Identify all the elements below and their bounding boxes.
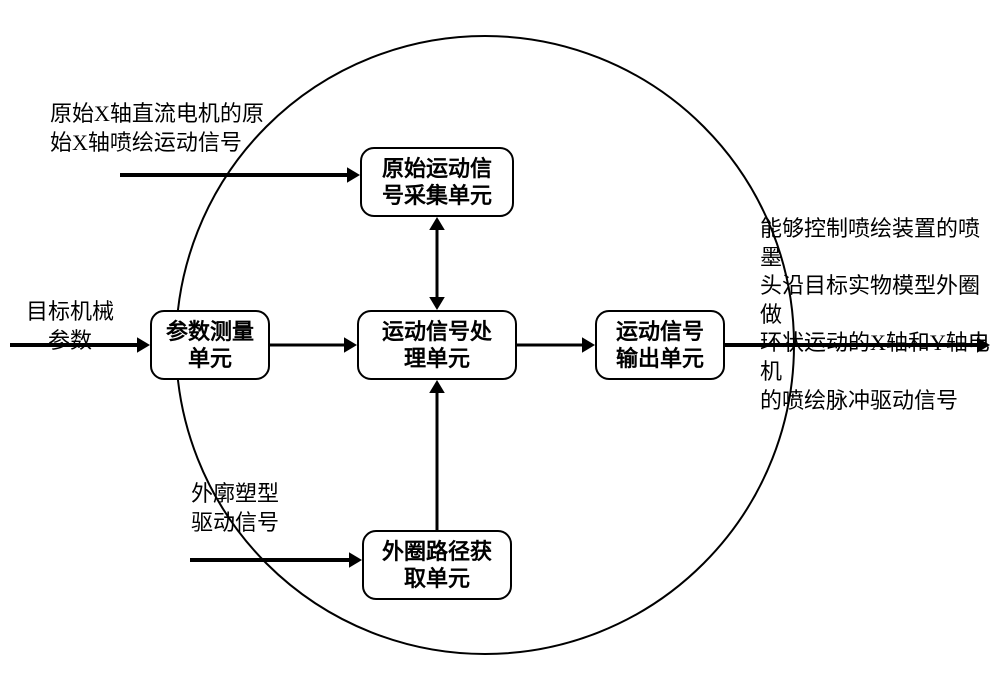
node-label: 外圈路径获 取单元 — [382, 538, 492, 593]
node-label: 原始运动信 号采集单元 — [382, 155, 492, 210]
node-label: 运动信号 输出单元 — [616, 318, 704, 373]
node-signal-process: 运动信号处 理单元 — [357, 310, 517, 380]
label-text: 外廓塑型 驱动信号 — [191, 481, 279, 535]
label-input-mech-params: 目标机械 参数 — [15, 298, 125, 355]
node-label: 运动信号处 理单元 — [382, 318, 492, 373]
label-output-pulse-drive: 能够控制喷绘装置的喷墨 头沿目标实物模型外圈做 环状运动的X轴和Y轴电机 的喷绘… — [760, 215, 990, 415]
label-input-x-signal: 原始X轴直流电机的原 始X轴喷绘运动信号 — [50, 100, 330, 157]
label-input-contour-drive: 外廓塑型 驱动信号 — [175, 480, 295, 537]
label-text: 原始X轴直流电机的原 始X轴喷绘运动信号 — [50, 101, 264, 155]
node-original-signal-collect: 原始运动信 号采集单元 — [360, 147, 514, 217]
node-signal-output: 运动信号 输出单元 — [595, 310, 725, 380]
node-outer-path-acquire: 外圈路径获 取单元 — [362, 530, 512, 600]
node-label: 参数测量 单元 — [166, 318, 254, 373]
label-text: 能够控制喷绘装置的喷墨 头沿目标实物模型外圈做 环状运动的X轴和Y轴电机 的喷绘… — [760, 216, 990, 413]
diagram-canvas: 原始运动信 号采集单元 参数测量 单元 运动信号处 理单元 运动信号 输出单元 … — [0, 0, 1000, 675]
label-text: 目标机械 参数 — [26, 299, 114, 353]
node-param-measure: 参数测量 单元 — [150, 310, 270, 380]
